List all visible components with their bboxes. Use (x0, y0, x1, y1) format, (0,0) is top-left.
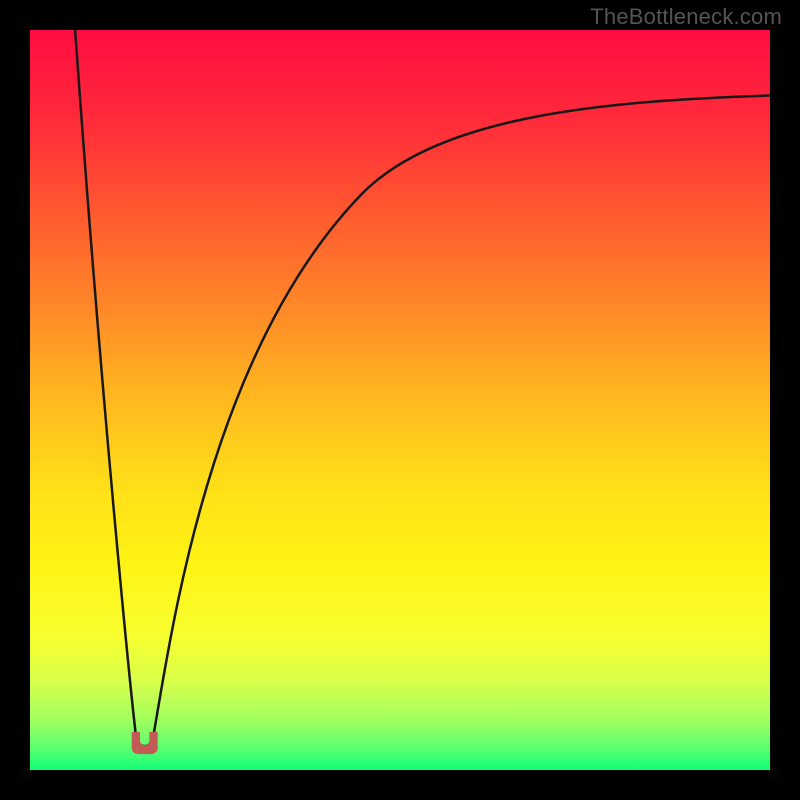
chart-frame: TheBottleneck.com (0, 0, 800, 800)
bottleneck-chart (0, 0, 800, 800)
gradient-background (30, 30, 770, 770)
watermark-text: TheBottleneck.com (590, 4, 782, 30)
